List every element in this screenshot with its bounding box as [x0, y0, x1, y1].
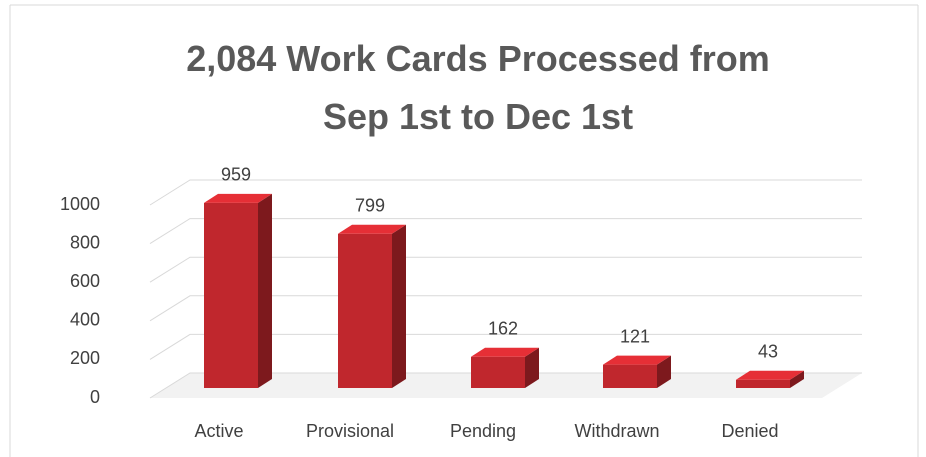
bar-side: [790, 370, 804, 388]
x-tick-label: Provisional: [306, 421, 394, 441]
y-tick-label: 1000: [60, 194, 100, 214]
bar-side: [392, 224, 406, 388]
bar-side: [657, 355, 671, 388]
bar-top: [471, 347, 539, 357]
x-tick-label: Active: [194, 421, 243, 441]
grid-line: [149, 256, 862, 283]
bar-front: [471, 356, 525, 388]
value-label: 799: [355, 196, 385, 216]
bar-front: [736, 379, 790, 388]
bar-front: [603, 364, 657, 388]
bar-top: [204, 193, 272, 203]
bar: [338, 224, 406, 388]
bar: [736, 370, 804, 388]
x-tick-label: Denied: [721, 421, 778, 441]
bar: [204, 193, 272, 388]
bar-top: [338, 224, 406, 234]
bar: [471, 347, 539, 388]
value-label: 959: [221, 165, 251, 185]
chart-title: 2,084 Work Cards Processed from Sep 1st …: [186, 38, 770, 137]
x-tick-label: Pending: [450, 421, 516, 441]
bar-top: [736, 370, 804, 380]
value-label: 162: [488, 318, 518, 338]
grid-line: [149, 218, 862, 245]
bar-front: [338, 233, 392, 388]
bar-top: [603, 355, 671, 365]
bar: [603, 355, 671, 388]
grid-line: [149, 295, 862, 322]
value-label: 121: [620, 326, 650, 346]
bar-front: [204, 202, 258, 388]
grid-line: [149, 333, 862, 360]
y-tick-label: 200: [70, 348, 100, 368]
bar-side: [258, 193, 272, 388]
x-tick-label: Withdrawn: [574, 421, 659, 441]
y-tick-label: 0: [90, 387, 100, 407]
bar-side: [525, 347, 539, 388]
grid-line: [149, 179, 862, 206]
y-tick-label: 800: [70, 232, 100, 252]
y-tick-label: 600: [70, 271, 100, 291]
value-label: 43: [758, 341, 778, 361]
y-tick-label: 400: [70, 310, 100, 330]
